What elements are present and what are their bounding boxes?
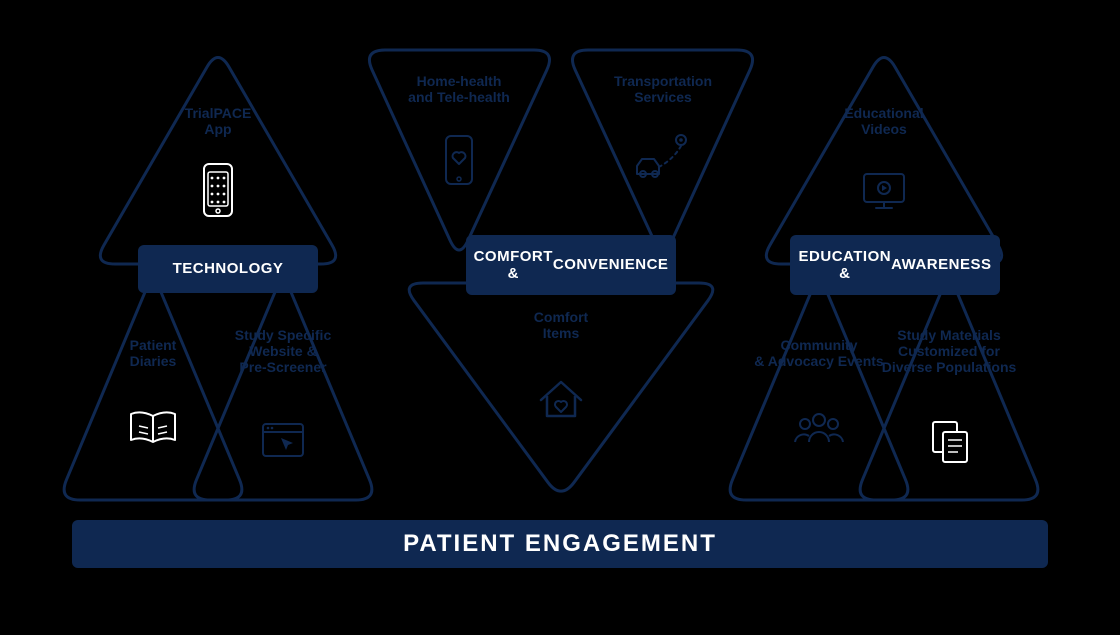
label-transport-0: Transportation	[614, 73, 712, 89]
label-transport-1: Services	[634, 89, 692, 105]
triangle-home-health: Home-healthand Tele-health	[369, 50, 549, 250]
car-route-icon	[637, 135, 686, 177]
triangle-trialpace: TrialPACEApp	[100, 58, 335, 265]
label-trialpace-0: TrialPACE	[185, 105, 252, 121]
footer-text: PATIENT ENGAGEMENT	[403, 530, 717, 558]
pillar-comfort-line: COMFORT &	[474, 248, 553, 283]
label-comfort-items-1: Items	[543, 325, 580, 341]
label-patient-diaries-0: Patient	[130, 337, 177, 353]
label-home-health-1: and Tele-health	[408, 89, 510, 105]
label-study-materials-1: Customized for	[898, 343, 1000, 359]
browser-click-icon	[263, 424, 303, 456]
pillar-technology-line: TECHNOLOGY	[173, 260, 284, 277]
triangle-transport: TransportationServices	[572, 50, 752, 250]
triangle-community-events: Community& Advocacy Events	[730, 283, 908, 500]
phone-heart-icon	[446, 136, 472, 184]
triangle-study-materials: Study MaterialsCustomized forDiverse Pop…	[860, 283, 1038, 500]
book-open-icon	[131, 412, 175, 442]
pillar-comfort: COMFORT &CONVENIENCE	[466, 235, 676, 295]
label-edu-videos-1: Videos	[861, 121, 907, 137]
label-community-events-1: & Advocacy Events	[754, 353, 884, 369]
triangle-edu-videos: EducationalVideos	[766, 58, 1001, 265]
label-home-health-0: Home-health	[417, 73, 502, 89]
label-edu-videos-0: Educational	[844, 105, 923, 121]
label-study-website-2: Pre-Screener	[239, 359, 327, 375]
pillar-comfort-line: CONVENIENCE	[553, 256, 669, 273]
triangle-study-website: Study SpecificWebsite &Pre-Screener	[194, 283, 372, 500]
triangle-patient-diaries: PatientDiaries	[64, 283, 242, 500]
label-trialpace-1: App	[204, 121, 231, 137]
documents-icon	[933, 422, 967, 462]
monitor-play-icon	[864, 174, 904, 208]
label-study-website-0: Study Specific	[235, 327, 332, 343]
phone-app-icon	[204, 164, 232, 216]
label-study-materials-0: Study Materials	[897, 327, 1001, 343]
label-community-events-0: Community	[781, 337, 858, 353]
label-patient-diaries-1: Diaries	[130, 353, 177, 369]
label-study-materials-2: Diverse Populations	[882, 359, 1017, 375]
label-study-website-1: Website &	[249, 343, 316, 359]
pillar-education-line: AWARENESS	[891, 256, 991, 273]
home-heart-icon	[541, 382, 581, 416]
people-group-icon	[795, 414, 843, 442]
label-comfort-items-0: Comfort	[534, 309, 589, 325]
pillar-education: EDUCATION &AWARENESS	[790, 235, 1000, 295]
footer-bar: PATIENT ENGAGEMENT	[72, 520, 1048, 568]
pillar-technology: TECHNOLOGY	[138, 245, 318, 293]
pillar-education-line: EDUCATION &	[799, 248, 892, 283]
diagram-stage: TrialPACEAppHome-healthand Tele-healthTr…	[0, 0, 1120, 630]
triangle-comfort-items: ComfortItems	[409, 283, 713, 491]
